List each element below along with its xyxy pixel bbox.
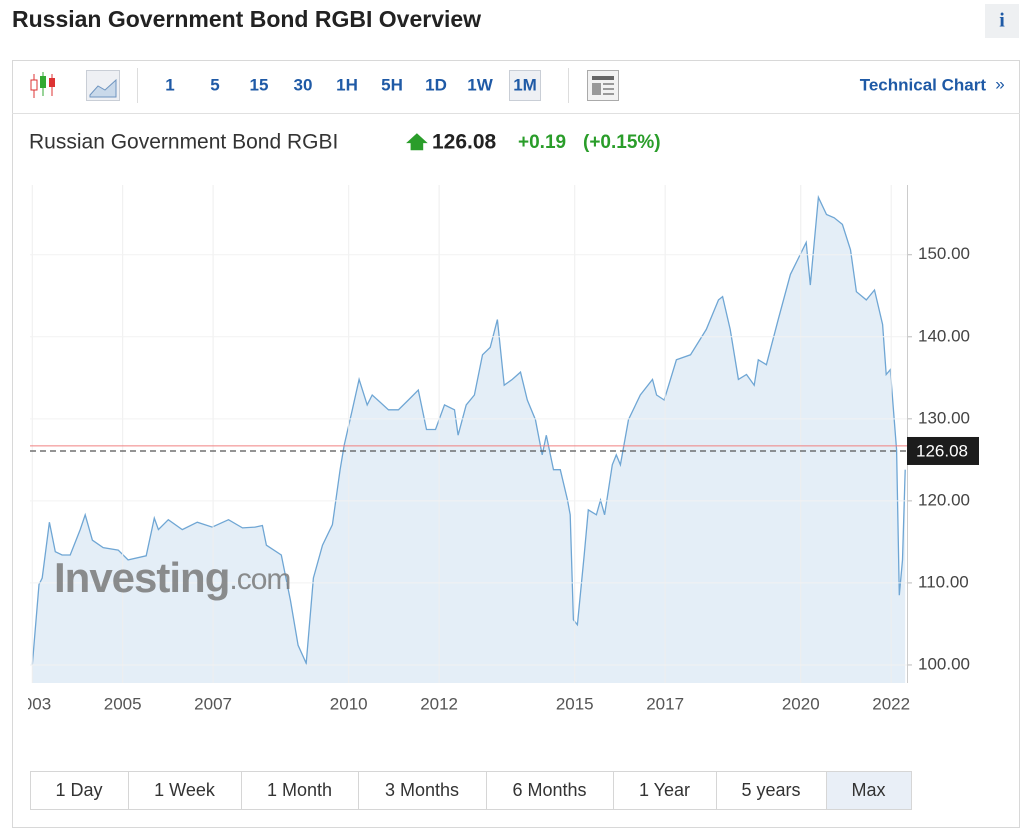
interval-button[interactable]: 5	[210, 75, 219, 94]
watermark-domain: .com	[229, 563, 290, 596]
y-tick-label: 110.00	[918, 572, 969, 591]
x-tick-label: 2015	[556, 694, 594, 713]
y-tick-label: 140.00	[918, 326, 970, 345]
range-button[interactable]	[826, 771, 912, 810]
y-tick-label: 120.00	[918, 490, 970, 509]
x-tick-label: 2005	[104, 694, 142, 713]
last-price-label: 126.08	[916, 441, 968, 460]
y-tick-label: 150.00	[918, 244, 970, 263]
interval-button[interactable]: 1W	[467, 75, 493, 94]
range-button[interactable]	[358, 771, 487, 810]
x-tick-label: 2020	[782, 694, 820, 713]
area-fill	[32, 197, 906, 684]
interval-button[interactable]: 1D	[425, 75, 447, 94]
quote-change: +0.19	[518, 132, 566, 153]
up-arrow	[406, 133, 428, 151]
quote-name: Russian Government Bond RGBI	[29, 131, 338, 154]
last-price-box	[907, 436, 979, 465]
x-tick-label: 2010	[330, 694, 368, 713]
layout-icon[interactable]	[587, 70, 619, 101]
range-label[interactable]: 1 Year	[639, 780, 690, 800]
interval-button[interactable]: 1H	[336, 75, 358, 94]
y-tick-label: 130.00	[918, 408, 970, 427]
interval-button[interactable]: 5H	[381, 75, 403, 94]
x-tick-label: 2007	[194, 694, 232, 713]
range-button[interactable]	[128, 771, 242, 810]
area-icon[interactable]	[89, 78, 117, 98]
range-label[interactable]: 6 Months	[512, 780, 586, 800]
quote-change-percent: (+0.15%)	[583, 132, 661, 153]
interval-button[interactable]: 1	[165, 75, 174, 94]
range-button[interactable]	[241, 771, 359, 810]
plot-area: 2003 2005 2007 2010 2012 2015 2017 2020 2022	[13, 194, 910, 713]
candle-icon[interactable]	[30, 72, 55, 98]
x-tick-label: 2022	[872, 694, 910, 713]
range-button[interactable]	[486, 771, 614, 810]
x-tick-label: 2003	[13, 694, 51, 713]
y-tick-label: 100.00	[918, 654, 970, 673]
info-icon[interactable]: i	[999, 10, 1005, 32]
x-tick-label: 2017	[646, 694, 684, 713]
technical-chart-link[interactable]: Technical Chart	[860, 75, 987, 94]
x-tick-label: 2012	[420, 694, 458, 713]
watermark-brand: Investing	[54, 554, 229, 601]
link-arrow[interactable]: »	[995, 74, 1004, 93]
interval-button[interactable]: 30	[294, 75, 313, 94]
quote-price: 126.08	[432, 131, 497, 154]
range-button[interactable]	[30, 771, 129, 810]
watermark: Investing.com	[54, 554, 290, 601]
range-label[interactable]: 3 Months	[385, 780, 459, 800]
range-label[interactable]: 1 Week	[154, 780, 216, 800]
price-line	[31, 194, 906, 666]
range-button[interactable]	[716, 771, 827, 810]
range-label[interactable]: 1 Month	[267, 780, 332, 800]
interval-button[interactable]: 15	[250, 75, 269, 94]
range-label[interactable]: 5 years	[741, 780, 800, 800]
range-label[interactable]: 1 Day	[55, 780, 102, 800]
interval-selected[interactable]	[509, 70, 541, 101]
page-title: Russian Government Bond RGBI Overview	[12, 6, 481, 32]
interval-button[interactable]: 1M	[513, 75, 537, 94]
range-label[interactable]: Max	[851, 780, 885, 800]
info-button[interactable]	[985, 4, 1019, 38]
panel	[12, 60, 1020, 828]
